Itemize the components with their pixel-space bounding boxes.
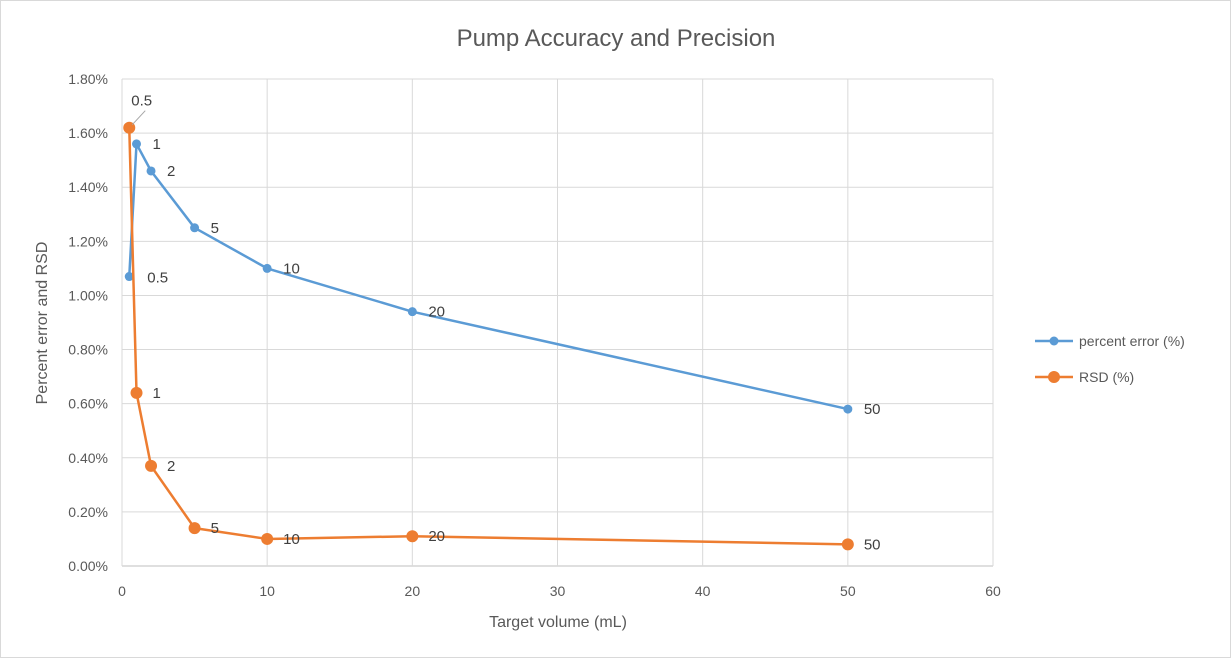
y-tick-label: 1.80% <box>68 71 108 87</box>
x-tick-label: 40 <box>695 583 711 599</box>
data-label: 10 <box>283 260 300 277</box>
data-label: 1 <box>153 136 161 153</box>
plot-grid <box>121 78 994 567</box>
y-axis-title: Percent error and RSD <box>34 242 51 405</box>
legend-label: RSD (%) <box>1079 369 1134 385</box>
data-point <box>190 223 200 233</box>
legend-marker <box>1049 336 1059 346</box>
x-tick-label: 60 <box>985 583 1001 599</box>
x-tick-label: 0 <box>118 583 126 599</box>
y-tick-label: 1.20% <box>68 233 108 249</box>
series-layer <box>123 121 854 551</box>
legend-label: percent error (%) <box>1079 333 1185 349</box>
data-point <box>130 386 143 399</box>
y-tick-label: 0.80% <box>68 342 108 358</box>
data-point <box>188 522 201 535</box>
chart-title: Pump Accuracy and Precision <box>457 25 776 52</box>
leader-line <box>131 110 146 126</box>
data-label: 5 <box>211 220 219 237</box>
data-label: 20 <box>428 304 445 321</box>
data-point <box>145 459 158 472</box>
data-label: 20 <box>428 528 445 545</box>
data-point <box>146 166 156 176</box>
legend: percent error (%) RSD (%) <box>1035 333 1185 385</box>
y-tick-label: 1.00% <box>68 287 108 303</box>
x-tick-label: 30 <box>550 583 566 599</box>
y-tick-label: 0.60% <box>68 396 108 412</box>
data-point <box>841 538 854 551</box>
data-label: 0.5 <box>131 93 152 110</box>
data-point <box>261 532 274 545</box>
axes: 0.00% 0.20% 0.40% 0.60% 0.80% 1.00% 1.20% 1.40%… <box>68 71 1001 599</box>
x-tick-label: 10 <box>259 583 275 599</box>
data-label: 5 <box>211 520 219 537</box>
data-point <box>407 307 417 317</box>
series-line <box>128 127 848 546</box>
data-point <box>406 530 419 543</box>
data-label: 10 <box>283 531 300 548</box>
data-label: 0.5 <box>147 270 168 287</box>
x-axis-title: Target volume (mL) <box>489 614 627 631</box>
data-label: 1 <box>153 385 161 402</box>
y-tick-label: 1.40% <box>68 179 108 195</box>
data-point <box>262 263 272 273</box>
series-line <box>128 142 849 411</box>
data-point <box>132 139 142 149</box>
y-tick-label: 1.60% <box>68 125 108 141</box>
x-tick-label: 50 <box>840 583 856 599</box>
legend-marker <box>1048 371 1060 383</box>
x-tick-label: 20 <box>405 583 421 599</box>
data-point <box>843 404 853 414</box>
data-label: 2 <box>167 458 175 475</box>
y-tick-label: 0.00% <box>68 558 108 574</box>
y-tick-label: 0.20% <box>68 504 108 520</box>
data-point <box>124 272 134 282</box>
data-label: 2 <box>167 163 175 180</box>
data-label: 50 <box>864 401 881 418</box>
y-tick-label: 0.40% <box>68 450 108 466</box>
data-label: 50 <box>864 536 881 553</box>
